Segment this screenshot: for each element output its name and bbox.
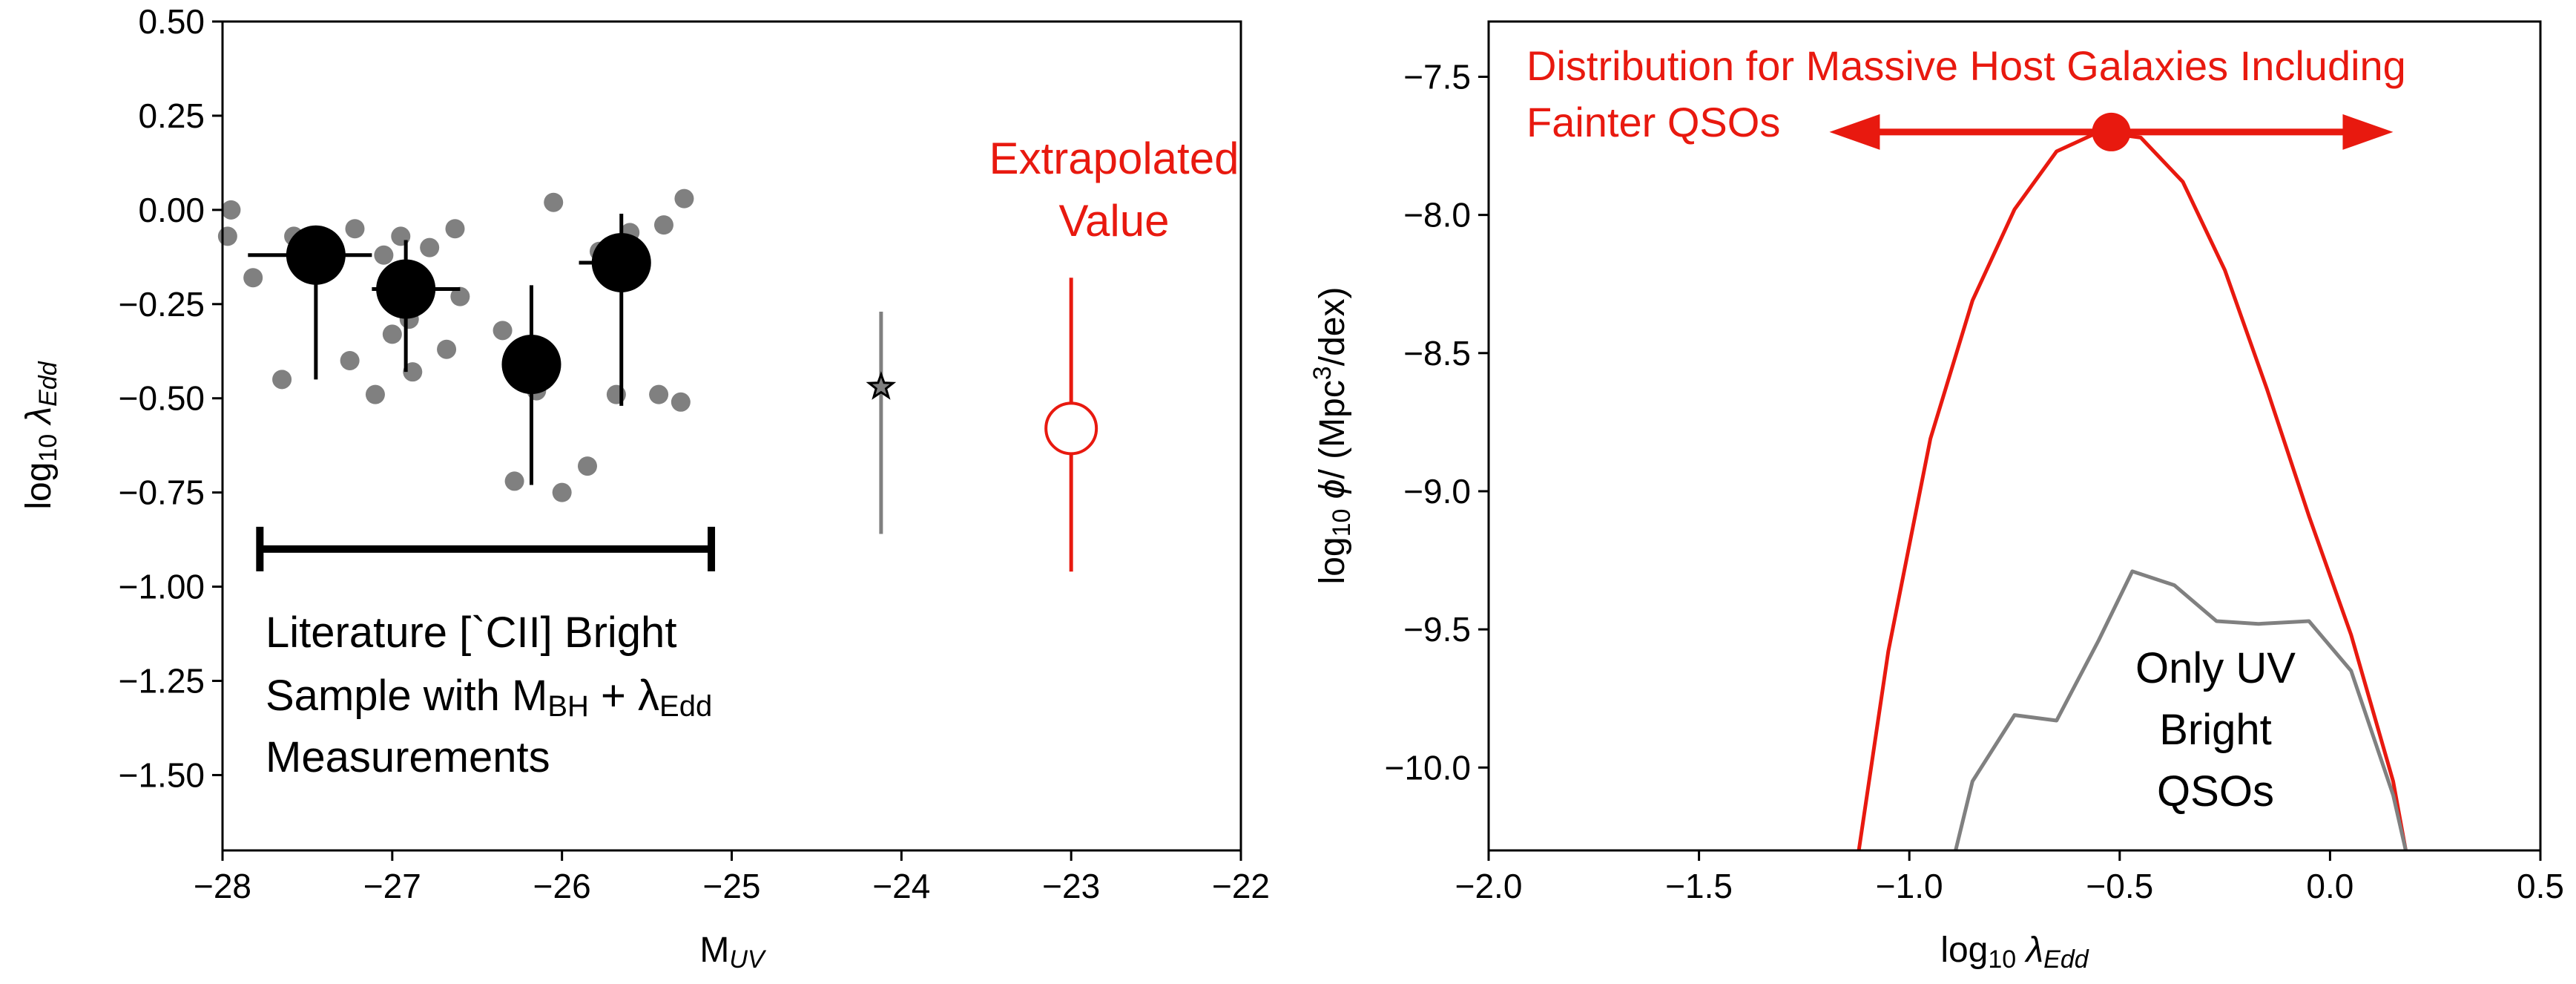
left-xtick-label: −25 [702,867,760,905]
peak-marker-arrow [1829,112,2394,151]
right-xtick-label: −1.5 [1665,867,1733,905]
literature-line-2: Sample with MBH + λEdd [266,672,712,723]
extrapolated-marker [1044,401,1098,456]
right-xtick-label: −2.0 [1455,867,1523,905]
gray-data-point [445,219,465,239]
gray-data-point [552,482,572,502]
gray-data-point [365,384,385,404]
gray-data-point [382,324,402,344]
gray-data-point [504,471,524,491]
right-ytick-label: −8.0 [1403,196,1471,234]
binned-mean-point [372,240,461,373]
left-xtick-label: −27 [363,867,421,905]
massive-curve [1857,130,2408,851]
gray-data-point [217,226,237,246]
right-xtick-label: −0.5 [2086,867,2153,905]
gray-data-point [450,286,470,306]
gray-data-point [243,268,263,288]
right-ytick-label: −9.0 [1403,472,1471,511]
gray-data-point [345,219,365,239]
gray-data-point [374,245,394,265]
gray-data-point [272,370,292,390]
left-ytick-label: −0.75 [119,473,205,512]
literature-range-bar [256,526,716,571]
left-ylabel: log10 λEdd [19,361,62,509]
gray-data-point [671,392,691,412]
right-xtick-label: −1.0 [1876,867,1943,905]
value-label: Value [1058,196,1169,246]
gray-data-point [420,237,440,258]
right-ytick-label: −7.5 [1403,57,1471,96]
left-ytick-label: −0.50 [119,379,205,418]
left-ytick-label: −1.50 [119,755,205,794]
right-xtick-label: 0.0 [2306,867,2353,905]
right-xlabel: log10 λEdd [1940,931,2089,974]
left-xtick-label: −22 [1212,867,1270,905]
left-xtick-label: −23 [1042,867,1100,905]
arrow-left-head [1829,114,1880,150]
binned-mean-point [248,225,372,380]
gray-data-point [674,188,694,209]
star-marker [866,371,897,400]
gray-data-point [577,456,597,476]
literature-line-3: Measurements [266,733,550,781]
binned-mean-marker [591,232,651,292]
gray-data-point [649,384,669,404]
binned-mean-point [579,213,651,406]
left-ytick-label: 0.00 [138,191,205,229]
gray-data-point [493,321,513,341]
left-ytick-label: 0.50 [138,2,205,41]
gray-data-point [221,200,241,220]
gray-data-point [653,215,673,235]
binned-mean-marker [286,225,346,285]
arrow-right-head [2342,114,2394,150]
left-ytick-label: −1.25 [119,662,205,701]
binned-mean-marker [501,335,561,395]
left-ytick-label: 0.25 [138,96,205,135]
right-plot-frame [1487,20,2542,852]
uv-label-line-1: Only UV [2135,644,2296,692]
right-ytick-label: −10.0 [1385,748,1471,787]
binned-mean-point [501,285,561,485]
right-ylabel: log10 ϕ/ (Mpc3/dex) [1308,287,1356,585]
uv_bright-curve [1954,569,2408,851]
right-ytick-label: −8.5 [1403,334,1471,373]
left-xtick-label: −28 [194,867,251,905]
literature-line-1: Literature [`CII] Bright [266,609,676,657]
left-panel: −28 −27 −26 −25 −24 −23 −22 0.50 0.25 0.00 −0.25 −0… [19,2,1270,974]
uv-label-line-2: Bright [2159,706,2272,754]
right-ytick-label: −9.5 [1403,610,1471,649]
uv-label-line-3: QSOs [2157,767,2274,816]
gray-data-point [437,339,457,359]
gray-data-point [403,362,423,382]
right-xtick-label: 0.5 [2517,867,2564,905]
massive-label-line-2: Fainter QSOs [1526,99,1780,145]
left-xlabel: MUV [699,931,767,974]
left-ytick-label: −1.00 [119,568,205,606]
left-ytick-label: −0.25 [119,285,205,324]
left-xtick-label: −26 [533,867,591,905]
gray-data-point [340,350,360,370]
peak-marker [2092,112,2131,151]
right-panel: −2.0 −1.5 −1.0 −0.5 0.0 0.5 −7.5 −8.0 −8.5 −9.0 −9… [1308,20,2564,974]
massive-label-line-1: Distribution for Massive Host Galaxies I… [1526,42,2406,89]
extrapolated-label: Extrapolated [989,134,1239,183]
left-xtick-label: −24 [872,867,930,905]
binned-mean-marker [376,259,436,319]
gray-data-point [544,192,564,212]
